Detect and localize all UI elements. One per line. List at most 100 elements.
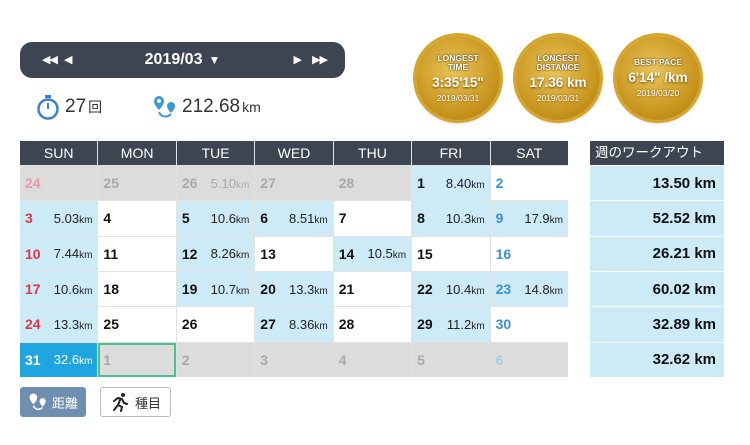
day-number: 3 bbox=[25, 210, 33, 227]
day-number: 24 bbox=[25, 316, 41, 333]
day-cell[interactable]: 30 bbox=[490, 307, 568, 342]
day-cell[interactable]: 3 bbox=[255, 342, 333, 377]
day-cell[interactable]: 29 11.2km bbox=[412, 307, 490, 342]
day-cell[interactable]: 16 bbox=[490, 236, 568, 271]
day-cell[interactable]: 13 bbox=[255, 236, 333, 271]
day-distance: 11.2km bbox=[447, 317, 485, 332]
day-cell[interactable]: 7 bbox=[333, 201, 412, 236]
dropdown-arrow: ▼ bbox=[208, 53, 221, 67]
day-distance: 17.9km bbox=[524, 211, 563, 226]
distance-stat: 212.68 km bbox=[152, 92, 261, 122]
day-distance: 10.3km bbox=[446, 211, 485, 226]
day-cell[interactable]: 15 bbox=[412, 236, 490, 271]
session-unit: 回 bbox=[88, 99, 103, 115]
day-cell[interactable]: 4 bbox=[98, 201, 176, 236]
day-cell[interactable]: 4 bbox=[333, 342, 412, 377]
day-number: 9 bbox=[495, 210, 504, 227]
button-label: 種目 bbox=[134, 395, 161, 411]
next-month-button[interactable]: ▶ bbox=[293, 54, 303, 66]
distance-value: 14.8 bbox=[524, 281, 550, 297]
distance-unit: km bbox=[549, 214, 563, 226]
distance-value: 11.2 bbox=[446, 316, 472, 332]
day-cell[interactable]: 22 10.4km bbox=[412, 271, 490, 307]
day-cell[interactable]: 31 32.6km bbox=[20, 342, 98, 377]
distance-value: 10.3 bbox=[445, 210, 472, 226]
distance-unit: km bbox=[392, 250, 407, 262]
distance-value: 10.6 bbox=[53, 281, 80, 297]
day-cell[interactable]: 5 10.6km bbox=[176, 201, 255, 236]
day-cell[interactable]: 21 bbox=[333, 271, 412, 307]
day-cell[interactable]: 9 17.9km bbox=[490, 201, 568, 236]
day-cell[interactable]: 26 5.10km bbox=[176, 166, 255, 201]
distance-unit: km bbox=[79, 250, 93, 262]
weekly-total: 13.50 km bbox=[590, 166, 724, 201]
day-cell[interactable]: 27 8.36km bbox=[255, 307, 333, 342]
weekly-total: 32.62 km bbox=[590, 342, 724, 377]
day-cell[interactable]: 8 10.3km bbox=[412, 201, 490, 236]
day-distance: 10.7km bbox=[211, 282, 250, 297]
distance-unit: km bbox=[314, 320, 328, 332]
achievement-badge[interactable]: BEST PACE 6'14" /km 2019/03/20 bbox=[616, 36, 700, 120]
day-cell[interactable]: 1 bbox=[98, 342, 176, 377]
day-number: 3 bbox=[260, 351, 269, 368]
day-cell[interactable]: 17 10.6km bbox=[20, 271, 98, 307]
activity-type-button[interactable]: 種目 bbox=[100, 387, 171, 417]
day-number: 7 bbox=[338, 210, 347, 227]
day-number: 6 bbox=[495, 351, 504, 368]
day-distance: 14.8km bbox=[524, 282, 563, 297]
day-cell[interactable]: 14 10.5km bbox=[333, 236, 412, 271]
month-selector[interactable]: 2019/03 ▼ bbox=[20, 42, 345, 78]
day-number: 29 bbox=[417, 316, 433, 333]
day-number: 6 bbox=[260, 210, 269, 227]
next-year-button[interactable]: ▶▶ bbox=[312, 54, 328, 66]
day-number: 23 bbox=[495, 281, 512, 298]
achievement-badge[interactable]: LONGEST DISTANCE 17.36 km 2019/03/31 bbox=[516, 36, 600, 120]
day-number: 30 bbox=[495, 316, 512, 333]
day-cell[interactable]: 28 bbox=[333, 307, 412, 342]
day-number: 20 bbox=[260, 281, 276, 298]
day-cell[interactable]: 26 bbox=[176, 307, 255, 342]
achievement-badge[interactable]: LONGEST TIME 3:35'15" 2019/03/31 bbox=[416, 36, 500, 120]
day-cell[interactable]: 18 bbox=[98, 271, 176, 307]
distance-value: 7.44 bbox=[53, 246, 80, 262]
day-cell[interactable]: 24 13.3km bbox=[20, 307, 98, 342]
day-distance: 13.3km bbox=[54, 317, 93, 332]
route-icon bbox=[29, 393, 46, 411]
day-distance: 10.6km bbox=[211, 211, 250, 226]
day-cell[interactable]: 25 bbox=[98, 307, 176, 342]
route-icon bbox=[154, 96, 175, 118]
distance-value: 8.26 bbox=[210, 246, 236, 262]
day-cell[interactable]: 6 bbox=[490, 342, 568, 377]
day-cell[interactable]: 10 7.44km bbox=[20, 236, 98, 271]
day-cell[interactable]: 28 bbox=[333, 166, 412, 201]
day-cell[interactable]: 11 bbox=[98, 236, 176, 271]
day-number: 25 bbox=[103, 175, 119, 192]
day-cell[interactable]: 20 13.3km bbox=[255, 271, 333, 307]
day-number: 27 bbox=[260, 175, 276, 192]
day-distance: 5.03km bbox=[54, 211, 93, 226]
day-cell[interactable]: 3 5.03km bbox=[20, 201, 98, 236]
distance-value: 32.6 bbox=[53, 352, 80, 368]
weekly-total: 52.52 km bbox=[590, 201, 724, 236]
day-cell[interactable]: 1 8.40km bbox=[412, 166, 490, 201]
day-number: 11 bbox=[103, 245, 119, 262]
day-cell[interactable]: 12 8.26km bbox=[176, 236, 255, 271]
distance-unit: km bbox=[235, 214, 250, 226]
day-cell[interactable]: 23 14.8km bbox=[490, 271, 568, 307]
prev-month-button[interactable]: ◀ bbox=[64, 54, 73, 66]
day-cell[interactable]: 25 bbox=[98, 166, 176, 201]
distance-button[interactable]: 距離 bbox=[20, 387, 86, 417]
total-distance: 212.68 bbox=[182, 96, 241, 117]
session-count: 27 bbox=[65, 96, 87, 117]
distance-unit: km bbox=[471, 214, 485, 226]
day-cell[interactable]: 6 8.51km bbox=[255, 201, 333, 236]
day-cell[interactable]: 19 10.7km bbox=[176, 271, 255, 307]
badge-title: LONGEST TIME bbox=[437, 52, 479, 72]
day-number: 2 bbox=[495, 175, 504, 192]
day-cell[interactable]: 5 bbox=[412, 342, 490, 377]
day-cell[interactable]: 2 bbox=[176, 342, 255, 377]
day-cell[interactable]: 2 bbox=[490, 166, 568, 201]
prev-year-button[interactable]: ◀◀ bbox=[42, 54, 58, 66]
day-cell[interactable]: 24 bbox=[20, 166, 98, 201]
day-cell[interactable]: 27 bbox=[255, 166, 333, 201]
